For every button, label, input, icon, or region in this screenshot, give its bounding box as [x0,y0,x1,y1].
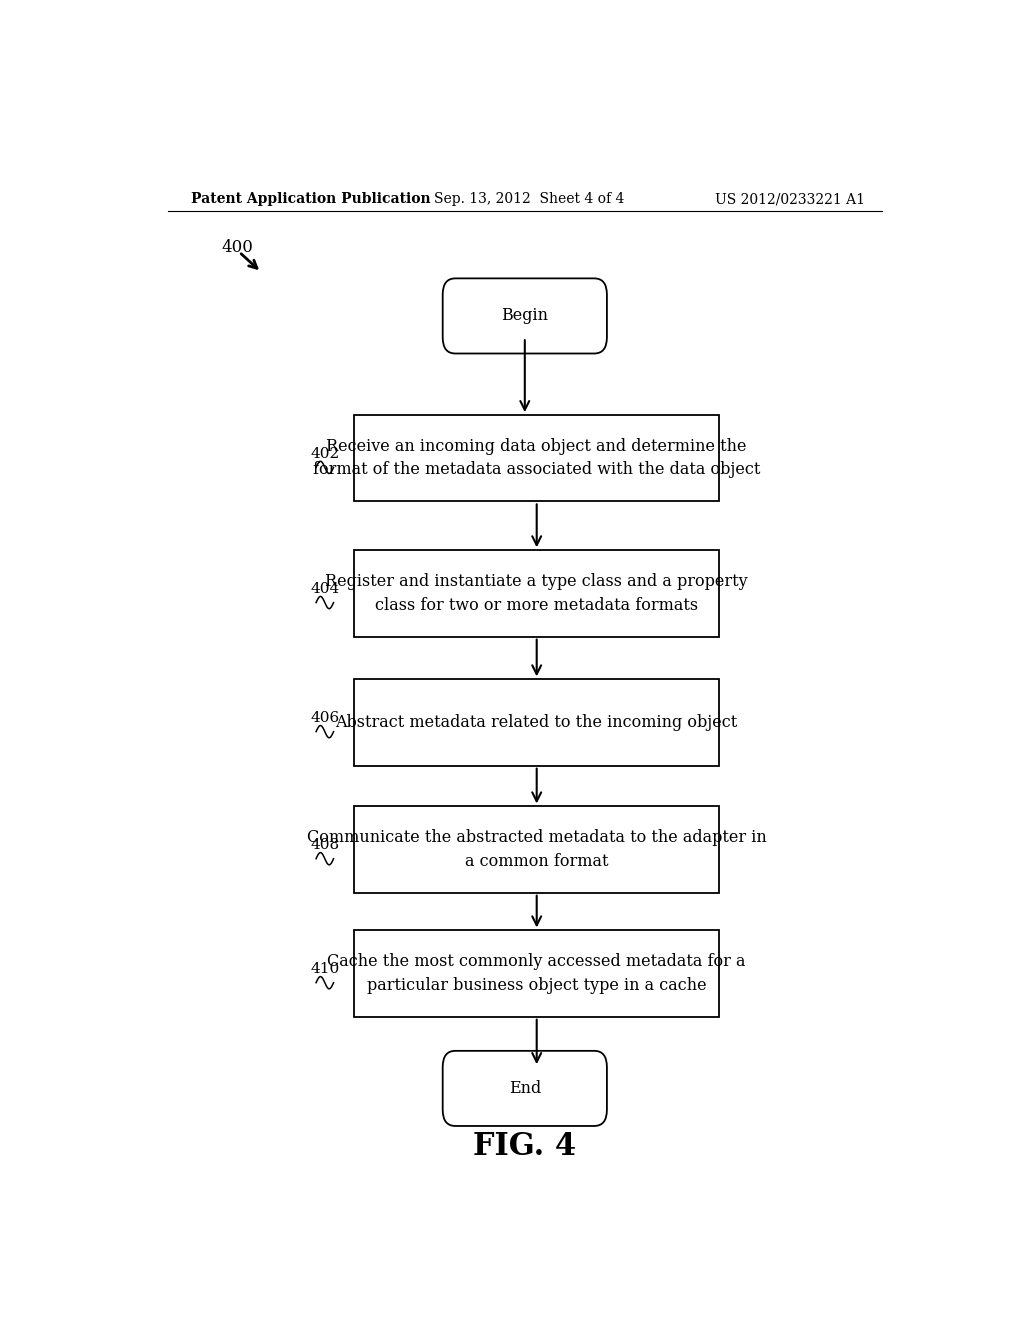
Text: 410: 410 [310,962,340,977]
Text: Register and instantiate a type class and a property
class for two or more metad: Register and instantiate a type class an… [326,573,748,614]
Text: 406: 406 [310,711,340,726]
Bar [354,550,719,636]
Text: End: End [509,1080,541,1097]
Text: Cache the most commonly accessed metadata for a
particular business object type : Cache the most commonly accessed metadat… [328,953,745,994]
Bar [354,931,719,1016]
Text: 404: 404 [310,582,340,597]
Text: 408: 408 [310,838,340,853]
Text: Receive an incoming data object and determine the
format of the metadata associa: Receive an incoming data object and dete… [313,438,761,478]
Text: US 2012/0233221 A1: US 2012/0233221 A1 [715,191,865,206]
FancyBboxPatch shape [442,1051,607,1126]
Text: Communicate the abstracted metadata to the adapter in
a common format: Communicate the abstracted metadata to t… [307,829,767,870]
Bar [354,680,719,766]
Bar [354,807,719,892]
Text: 402: 402 [310,447,340,461]
Bar [354,414,719,502]
Text: Patent Application Publication: Patent Application Publication [191,191,431,206]
Text: Abstract metadata related to the incoming object: Abstract metadata related to the incomin… [336,714,738,731]
Text: 400: 400 [221,239,254,256]
Text: Begin: Begin [502,308,548,325]
FancyBboxPatch shape [442,279,607,354]
Text: Sep. 13, 2012  Sheet 4 of 4: Sep. 13, 2012 Sheet 4 of 4 [433,191,624,206]
Text: FIG. 4: FIG. 4 [473,1131,577,1162]
